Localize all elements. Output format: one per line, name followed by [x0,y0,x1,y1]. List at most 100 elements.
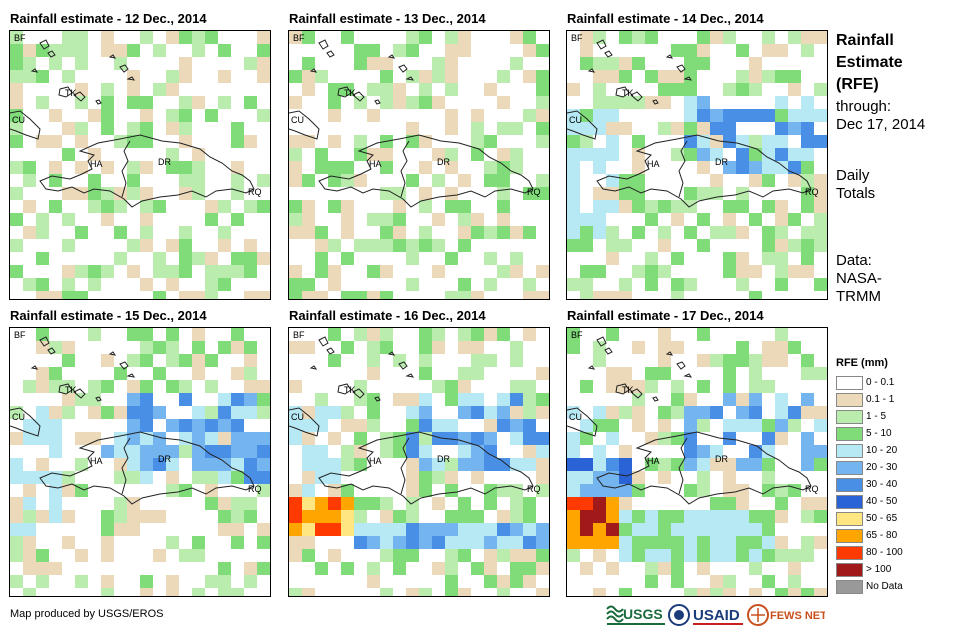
rainfall-cell [510,419,523,432]
rainfall-cell [497,549,510,562]
rainfall-cell [166,109,179,122]
rainfall-cell [205,445,218,458]
rainfall-cell [567,458,580,471]
rainfall-cell [749,174,762,187]
rainfall-cell [140,239,153,252]
rainfall-cell [101,200,114,213]
rainfall-cell [257,57,270,70]
rainfall-cell [23,510,36,523]
rainfall-cell [801,239,814,252]
rainfall-cell [419,31,432,44]
rainfall-cell [231,510,244,523]
rainfall-cell [10,96,23,109]
rainfall-cell [606,536,619,549]
rainfall-cell [289,135,302,148]
rainfall-cell [536,44,549,57]
rainfall-cell [775,148,788,161]
rainfall-cell [510,536,523,549]
rainfall-cell [367,44,380,57]
rainfall-cell [23,380,36,393]
rainfall-cell [101,96,114,109]
rainfall-cell [814,510,827,523]
haiti-dr-border [121,140,131,198]
rainfall-cell [484,354,497,367]
rainfall-cell [619,549,632,562]
rainfall-cell [140,588,153,596]
rainfall-cell [166,445,179,458]
rainfall-cell [536,122,549,135]
rainfall-cell [801,354,814,367]
rainfall-cell [341,226,354,239]
rainfall-cell [432,562,445,575]
rainfall-cell [497,406,510,419]
rainfall-cell [632,31,645,44]
rainfall-cell [302,200,315,213]
map-label-dr: DR [158,454,171,464]
rainfall-cell [302,445,315,458]
rainfall-cell [62,148,75,161]
rainfall-cell [367,83,380,96]
rainfall-cell [749,148,762,161]
rainfall-cell [380,239,393,252]
rainfall-cell [697,109,710,122]
rainfall-cell [315,70,328,83]
rainfall-cell [606,380,619,393]
rainfall-cell [723,575,736,588]
rainfall-cell [736,252,749,265]
rainfall-cell [289,588,302,596]
rainfall-cell [315,562,328,575]
haiti-dr-border [678,437,688,495]
rainfall-cell [406,406,419,419]
rainfall-cell [762,354,775,367]
rainfall-cell [632,174,645,187]
rainfall-cell [10,31,23,44]
rainfall-cell [801,432,814,445]
legend-swatch [836,529,863,543]
rainfall-cell [218,588,231,596]
legend-swatch [836,580,863,594]
rainfall-cell [244,497,257,510]
rainfall-cell [62,44,75,57]
rainfall-cell [62,471,75,484]
rainfall-cell [619,484,632,497]
rainfall-cell [419,588,432,596]
rainfall-cell [775,341,788,354]
rainfall-cell [354,536,367,549]
cuba-coastline [567,407,598,437]
rainfall-cell [697,562,710,575]
rainfall-cell [432,380,445,393]
rainfall-cell [140,187,153,200]
rainfall-cell [775,70,788,83]
rainfall-cell [471,148,484,161]
hispaniola-coastline [39,431,255,505]
map-label-tk: TK [344,88,356,98]
rainfall-cell [367,523,380,536]
rainfall-cell [244,471,257,484]
rainfall-cell [432,471,445,484]
rainfall-cell [231,161,244,174]
rainfall-cell [380,226,393,239]
rainfall-cell [671,44,684,57]
rainfall-cell [801,393,814,406]
rainfall-cell [710,536,723,549]
rainfall-cell [10,432,23,445]
hispaniola-coastline [596,431,812,505]
rainfall-cell [10,471,23,484]
rainfall-cell [75,265,88,278]
rainfall-cell [179,109,192,122]
rainfall-cell [606,497,619,510]
rainfall-cell [671,536,684,549]
rainfall-cell [606,458,619,471]
rainfall-cell [632,226,645,239]
rainfall-cell [432,148,445,161]
map-credit: Map produced by USGS/EROS [10,608,164,620]
rainfall-cell [775,588,788,596]
rainfall-cell [101,523,114,536]
rainfall-cell [328,135,341,148]
rainfall-cell [205,406,218,419]
rainfall-cell [484,419,497,432]
rainfall-cell [606,239,619,252]
cuba-coastline [10,110,41,140]
rainfall-cell [788,484,801,497]
rainfall-cell [593,536,606,549]
